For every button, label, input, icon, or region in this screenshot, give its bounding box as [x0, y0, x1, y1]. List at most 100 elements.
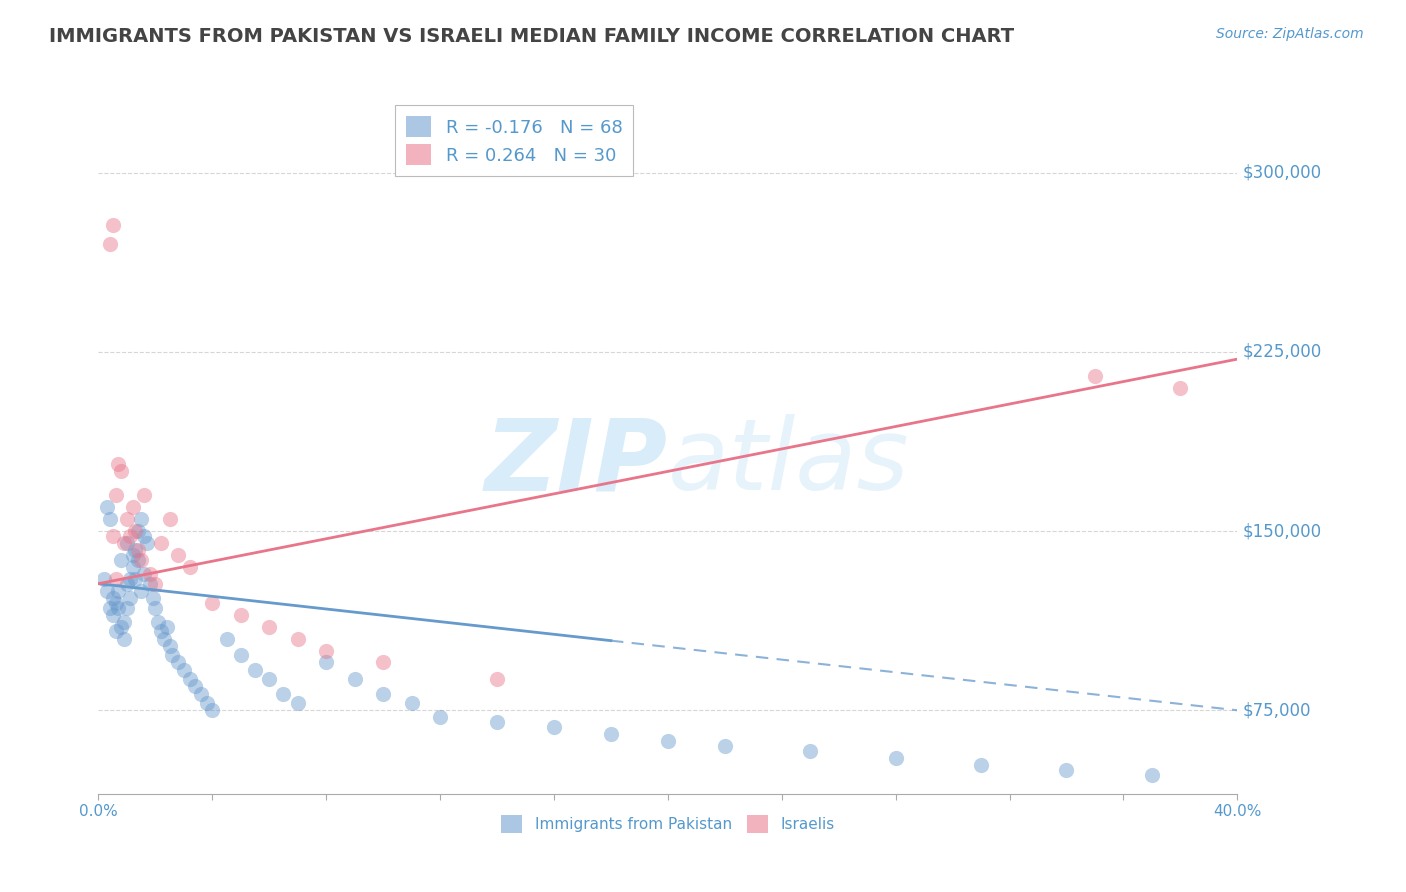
Point — [195, 696, 218, 710]
Point — [373, 656, 395, 670]
Point — [315, 643, 337, 657]
Point — [287, 696, 309, 710]
Point — [104, 624, 127, 639]
Point — [190, 687, 212, 701]
Point — [127, 524, 149, 538]
Point — [98, 600, 121, 615]
Point — [145, 600, 167, 615]
Point — [132, 529, 155, 543]
Text: $150,000: $150,000 — [1243, 522, 1322, 541]
Point — [96, 500, 118, 515]
Point — [167, 548, 190, 562]
Point — [486, 672, 509, 686]
Text: $225,000: $225,000 — [1243, 343, 1322, 361]
Point — [150, 536, 173, 550]
Point — [115, 600, 138, 615]
Point — [287, 632, 309, 646]
Text: ZIP: ZIP — [485, 414, 668, 511]
Point — [141, 591, 163, 605]
Legend: Immigrants from Pakistan, Israelis: Immigrants from Pakistan, Israelis — [495, 809, 841, 839]
Text: IMMIGRANTS FROM PAKISTAN VS ISRAELI MEDIAN FAMILY INCOME CORRELATION CHART: IMMIGRANTS FROM PAKISTAN VS ISRAELI MEDI… — [49, 27, 1014, 45]
Point — [98, 237, 121, 252]
Point — [115, 536, 138, 550]
Point — [138, 576, 160, 591]
Point — [110, 620, 132, 634]
Point — [215, 632, 238, 646]
Point — [127, 543, 149, 558]
Point — [121, 548, 143, 562]
Point — [148, 615, 170, 629]
Point — [118, 572, 141, 586]
Text: $75,000: $75,000 — [1243, 701, 1312, 719]
Point — [162, 648, 184, 663]
Point — [124, 524, 146, 538]
Point — [201, 596, 224, 610]
Point — [112, 615, 135, 629]
Point — [179, 672, 201, 686]
Text: Source: ZipAtlas.com: Source: ZipAtlas.com — [1216, 27, 1364, 41]
Point — [110, 553, 132, 567]
Point — [373, 687, 395, 701]
Point — [179, 560, 201, 574]
Point — [259, 672, 281, 686]
Point — [970, 758, 993, 772]
Point — [884, 751, 907, 765]
Point — [127, 553, 149, 567]
Point — [229, 607, 252, 622]
Point — [150, 624, 173, 639]
Point — [129, 553, 152, 567]
Point — [167, 656, 190, 670]
Point — [343, 672, 366, 686]
Point — [132, 488, 155, 502]
Point — [657, 734, 679, 748]
Point — [600, 727, 623, 741]
Point — [243, 663, 266, 677]
Point — [101, 219, 124, 233]
Text: atlas: atlas — [668, 414, 910, 511]
Point — [153, 632, 176, 646]
Point — [259, 620, 281, 634]
Point — [98, 512, 121, 526]
Point — [124, 543, 146, 558]
Point — [1056, 763, 1078, 777]
Point — [132, 567, 155, 582]
Point — [401, 696, 423, 710]
Point — [121, 500, 143, 515]
Point — [156, 620, 179, 634]
Point — [124, 572, 146, 586]
Point — [101, 607, 124, 622]
Point — [229, 648, 252, 663]
Point — [273, 687, 295, 701]
Text: $300,000: $300,000 — [1243, 164, 1322, 182]
Point — [104, 596, 127, 610]
Point — [101, 591, 124, 605]
Point — [118, 529, 141, 543]
Point — [173, 663, 195, 677]
Point — [429, 710, 451, 724]
Point — [115, 512, 138, 526]
Point — [201, 703, 224, 717]
Point — [101, 529, 124, 543]
Point — [145, 576, 167, 591]
Point — [1170, 381, 1192, 395]
Point — [115, 576, 138, 591]
Point — [714, 739, 737, 753]
Point — [135, 536, 157, 550]
Point — [112, 632, 135, 646]
Point — [107, 600, 129, 615]
Point — [138, 567, 160, 582]
Point — [159, 512, 181, 526]
Point — [110, 464, 132, 478]
Point — [118, 591, 141, 605]
Point — [112, 536, 135, 550]
Point — [543, 720, 565, 734]
Point — [93, 572, 115, 586]
Point — [486, 715, 509, 730]
Point — [129, 512, 152, 526]
Point — [1084, 368, 1107, 383]
Point — [107, 457, 129, 471]
Point — [799, 744, 821, 758]
Point — [1140, 768, 1163, 782]
Point — [104, 488, 127, 502]
Point — [107, 583, 129, 598]
